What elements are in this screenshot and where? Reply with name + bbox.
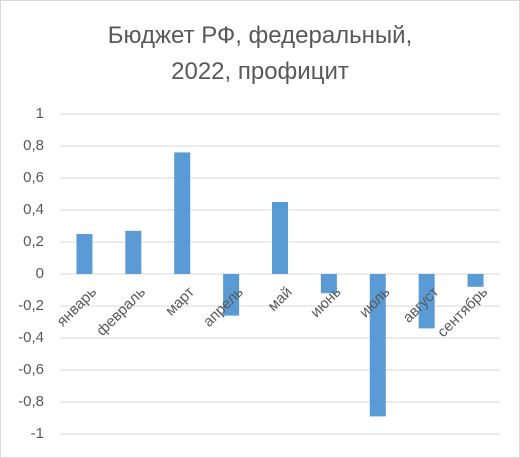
y-tick-label: -1 bbox=[31, 425, 44, 442]
y-tick-label: 0,6 bbox=[23, 169, 44, 186]
bar bbox=[76, 234, 93, 274]
bar bbox=[320, 274, 337, 294]
bar bbox=[223, 274, 240, 316]
y-tick-label: 0,2 bbox=[23, 233, 44, 250]
y-tick-label: 0,8 bbox=[23, 137, 44, 154]
y-tick-label: 0,4 bbox=[23, 201, 44, 218]
bar bbox=[467, 274, 484, 287]
bar bbox=[418, 274, 435, 329]
chart-title: Бюджет РФ, федеральный, 2022, профицит bbox=[107, 22, 413, 85]
y-tick-label: -0,4 bbox=[18, 329, 44, 346]
bar bbox=[174, 152, 191, 274]
y-tick-label: 1 bbox=[36, 105, 44, 122]
bar bbox=[272, 202, 288, 274]
bar bbox=[125, 230, 142, 274]
y-tick-label: -0,6 bbox=[18, 361, 44, 378]
y-tick-label: 0 bbox=[36, 265, 44, 282]
bar bbox=[369, 274, 386, 417]
y-tick-label: -0,8 bbox=[18, 393, 44, 410]
y-tick-label: -0,2 bbox=[18, 297, 44, 314]
